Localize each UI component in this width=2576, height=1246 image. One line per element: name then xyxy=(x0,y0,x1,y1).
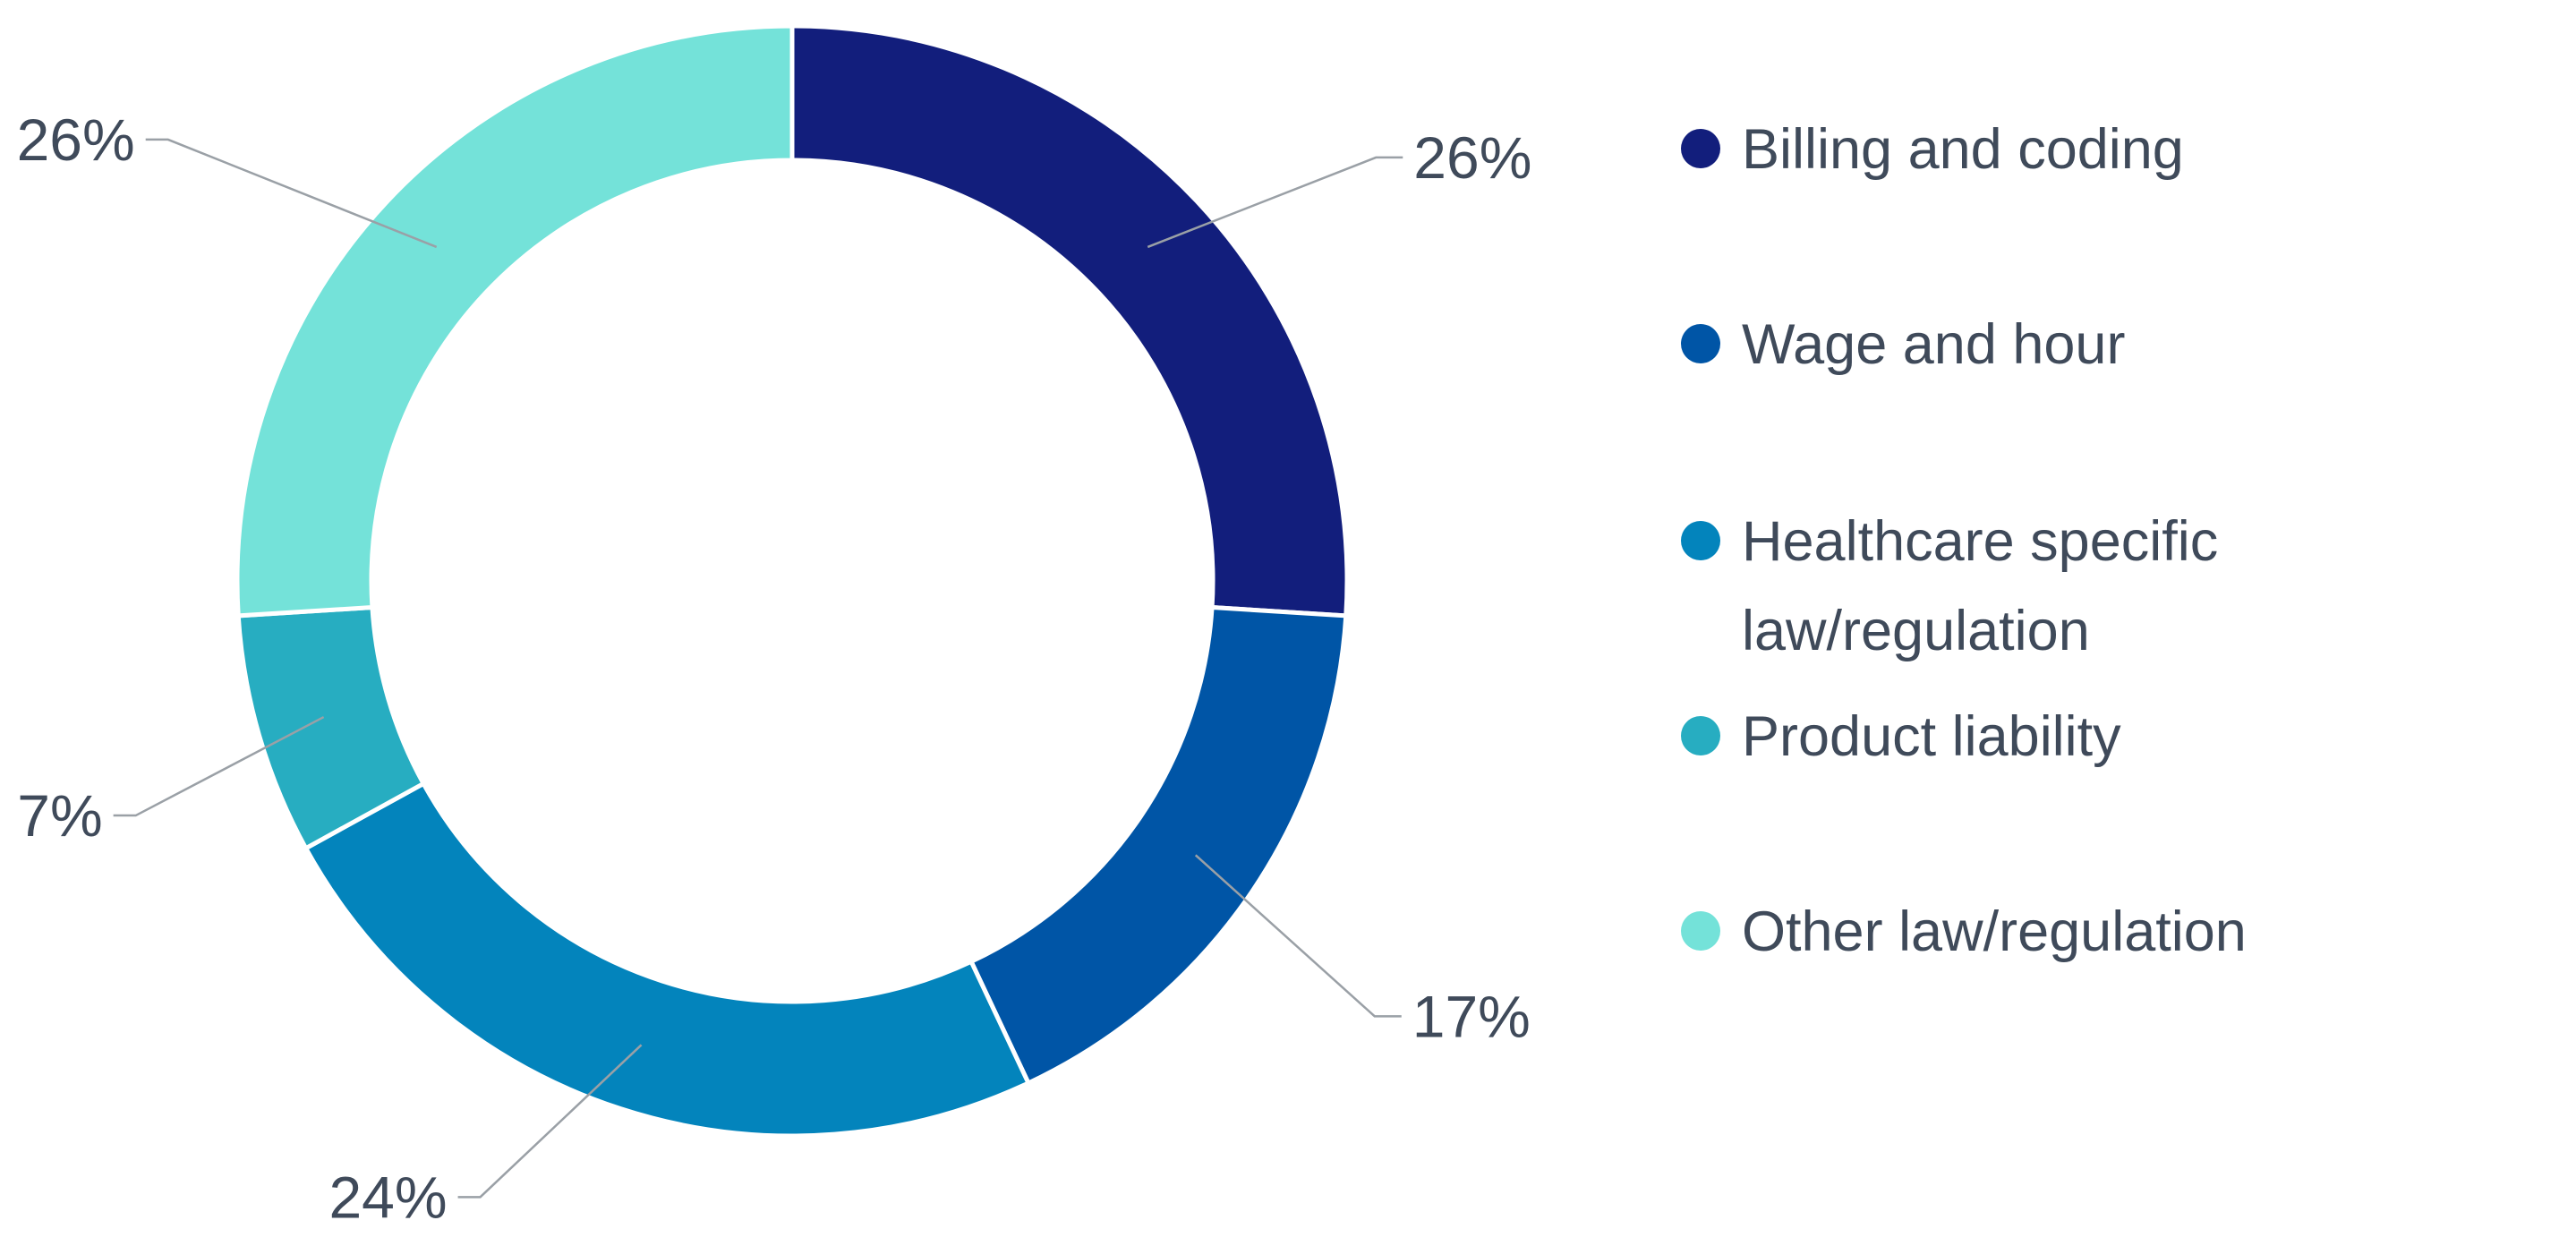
legend-swatch xyxy=(1681,521,1720,560)
legend-swatch xyxy=(1681,129,1720,168)
legend-swatch xyxy=(1681,324,1720,363)
legend-label: law/regulation xyxy=(1742,600,2090,662)
legend: Billing and coding Wage and hour Healthcar… xyxy=(1681,118,2247,963)
legend-item-healthcare-specific-law-regulation: Healthcare specific law/regulation xyxy=(1681,510,2218,662)
value-label-billing-and-coding: 26% xyxy=(1413,124,1531,191)
leader-line xyxy=(145,138,438,249)
slice-billing-and-coding xyxy=(789,23,1350,619)
slice-healthcare-specific-law-regulation xyxy=(303,781,1032,1139)
value-label-product-liability: 7% xyxy=(17,782,102,849)
legend-label: Healthcare specific xyxy=(1742,510,2218,573)
legend-label: Wage and hour xyxy=(1742,313,2125,376)
value-label-healthcare-specific-law-regulation: 24% xyxy=(328,1164,447,1230)
slice-other-law-regulation xyxy=(235,23,795,619)
donut-slices xyxy=(235,23,1350,1139)
legend-label: Other law/regulation xyxy=(1742,900,2247,963)
legend-label: Product liability xyxy=(1742,705,2121,768)
value-label-other-law-regulation: 26% xyxy=(17,107,135,173)
legend-item-billing-and-coding: Billing and coding xyxy=(1681,118,2184,181)
legend-swatch xyxy=(1681,716,1720,755)
leader-line xyxy=(1147,156,1403,249)
legend-label: Billing and coding xyxy=(1742,118,2184,181)
value-label-wage-and-hour: 17% xyxy=(1412,983,1531,1049)
legend-swatch xyxy=(1681,911,1720,951)
value-labels: 26% 17% 24% 7% 26% xyxy=(17,107,1532,1230)
leader-line xyxy=(1194,854,1402,1018)
slice-wage-and-hour xyxy=(968,604,1349,1087)
legend-item-other-law-regulation: Other law/regulation xyxy=(1681,900,2247,963)
leader-line xyxy=(113,715,325,817)
leader-lines xyxy=(113,138,1403,1199)
legend-item-product-liability: Product liability xyxy=(1681,705,2121,768)
legend-item-wage-and-hour: Wage and hour xyxy=(1681,313,2125,376)
leader-line xyxy=(457,1044,643,1199)
